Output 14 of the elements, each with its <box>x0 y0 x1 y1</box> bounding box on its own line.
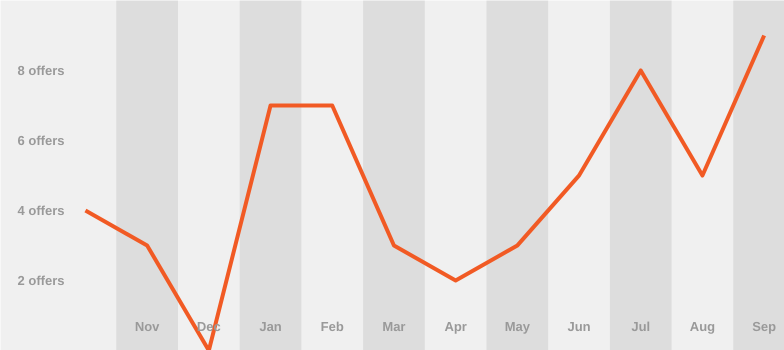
x-tick-label: Sep <box>752 318 776 334</box>
y-tick-label: 6 offers <box>18 133 65 148</box>
x-tick-label: Jul <box>631 318 650 334</box>
y-tick-label: 4 offers <box>18 203 65 218</box>
x-tick-label: Apr <box>444 318 467 334</box>
x-tick-label: May <box>504 318 531 334</box>
x-tick-label: Aug <box>690 318 716 334</box>
x-tick-label: Nov <box>134 318 160 334</box>
y-tick-label: 2 offers <box>18 273 65 288</box>
x-tick-label: Jan <box>259 318 282 334</box>
x-tick-label: Jun <box>567 318 591 334</box>
x-tick-label: Feb <box>320 318 344 334</box>
y-tick-label: 8 offers <box>18 63 65 78</box>
x-tick-label: Mar <box>382 318 406 334</box>
